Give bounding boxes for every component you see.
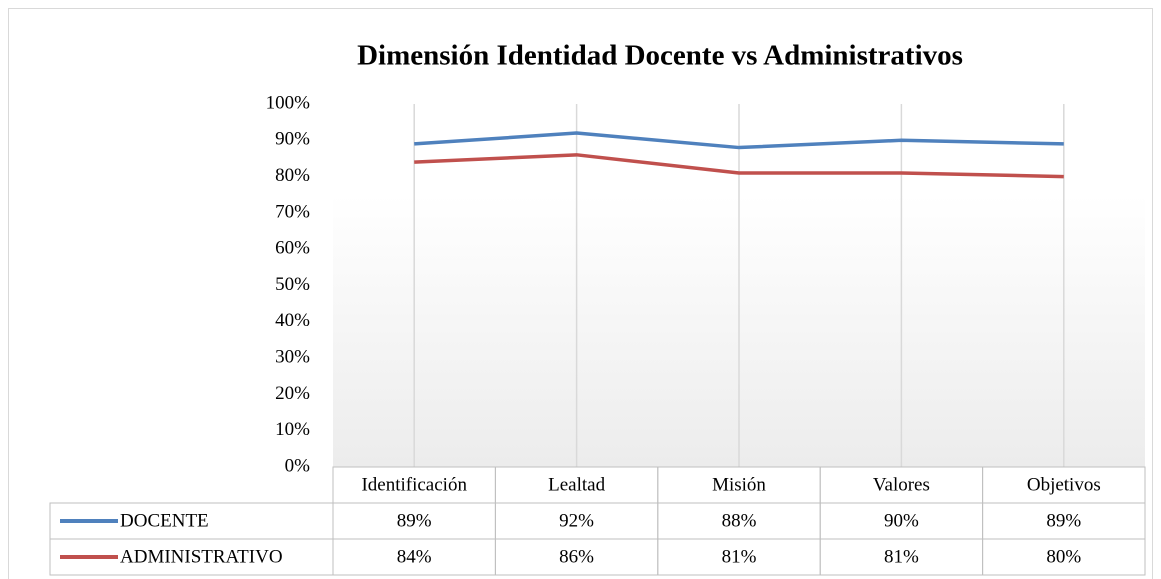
y-tick-label: 30% (275, 346, 310, 367)
data-label: 89% (1046, 510, 1081, 531)
data-label: 80% (1046, 546, 1081, 567)
data-label: 89% (397, 510, 432, 531)
y-tick-label: 20% (275, 383, 310, 404)
x-tick-label: Misión (712, 474, 766, 495)
y-tick-label: 100% (266, 92, 311, 113)
y-tick-label: 40% (275, 310, 310, 331)
data-label: 92% (559, 510, 594, 531)
data-label: 84% (397, 546, 432, 567)
x-tick-label: Lealtad (548, 474, 605, 495)
y-tick-label: 90% (275, 129, 310, 150)
y-tick-label: 80% (275, 165, 310, 186)
data-label: 86% (559, 546, 594, 567)
table-cell (982, 538, 1146, 576)
y-tick-label: 50% (275, 274, 310, 295)
data-label: 81% (884, 546, 919, 567)
legend-label: DOCENTE (120, 510, 209, 531)
data-label: 81% (722, 546, 757, 567)
y-tick-label: 0% (285, 455, 311, 476)
x-tick-label: Objetivos (1027, 474, 1101, 495)
x-tick-label: Identificación (361, 474, 467, 495)
data-label: 90% (884, 510, 919, 531)
legend-label: ADMINISTRATIVO (120, 546, 283, 567)
series-line (414, 153, 1064, 179)
y-tick-label: 60% (275, 238, 310, 259)
y-tick-label: 10% (275, 419, 310, 440)
series-line (414, 131, 1064, 150)
y-tick-label: 70% (275, 201, 310, 222)
x-tick-label: Valores (873, 474, 930, 495)
data-label: 88% (722, 510, 757, 531)
chart-title: Dimensión Identidad Docente vs Administr… (357, 40, 963, 72)
